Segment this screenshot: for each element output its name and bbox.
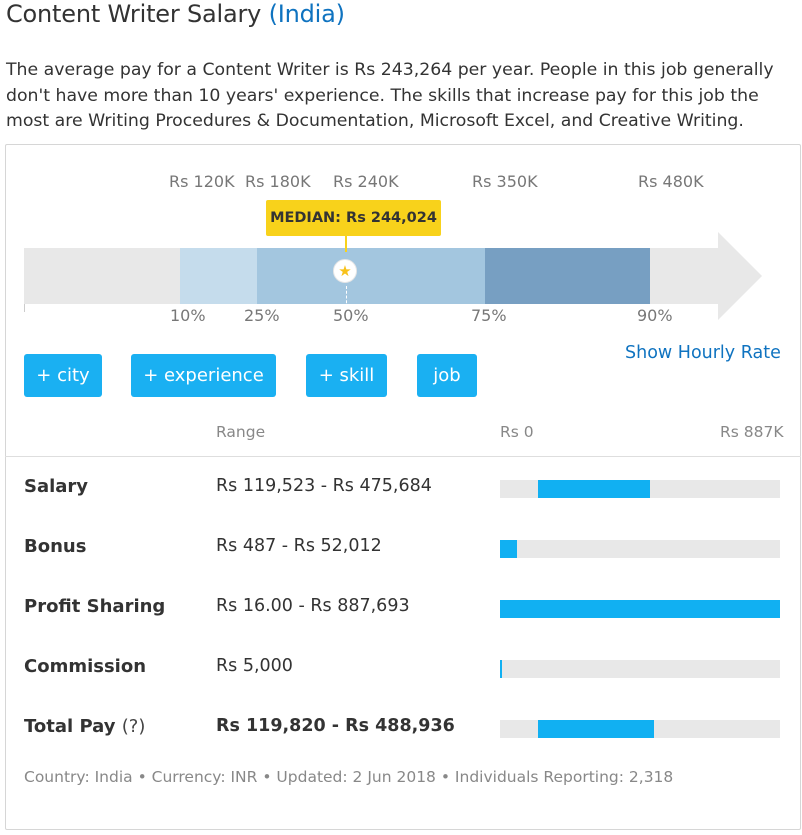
row-label-profit-sharing: Profit Sharing xyxy=(24,596,166,617)
add-experience-button[interactable]: + experience xyxy=(131,354,276,397)
row-bar-fill-salary xyxy=(537,480,651,498)
page-title: Content Writer Salary (India) xyxy=(6,0,345,28)
intro-text: The average pay for a Content Writer is … xyxy=(6,60,774,131)
total-pay-label: Total Pay xyxy=(24,716,116,737)
row-label-bonus: Bonus xyxy=(24,536,87,557)
scale-start-cap xyxy=(24,304,25,312)
tick-label: Rs 120K xyxy=(169,172,235,191)
help-link[interactable]: (?) xyxy=(121,716,146,737)
distribution-arrow xyxy=(718,232,762,320)
row-bar-track xyxy=(500,540,780,558)
page-title-text: Content Writer Salary xyxy=(6,0,262,28)
percentile-10-25-segment xyxy=(180,248,257,304)
tick-label: Rs 240K xyxy=(333,172,399,191)
row-bar-fill-bonus xyxy=(500,540,517,558)
tick-label: Rs 180K xyxy=(245,172,311,191)
location-link[interactable]: (India) xyxy=(268,0,345,28)
row-bar-track xyxy=(500,720,780,738)
job-button[interactable]: job xyxy=(417,354,477,397)
add-city-button[interactable]: + city xyxy=(24,354,102,397)
median-line xyxy=(346,286,347,308)
percentile-50-75-segment xyxy=(346,248,485,304)
percentile-label: 75% xyxy=(471,306,507,325)
row-range-total-pay: Rs 119,820 - Rs 488,936 xyxy=(216,716,455,736)
scale-max-label: Rs 887K xyxy=(720,423,784,441)
percentile-label: 10% xyxy=(170,306,206,325)
percentile-label: 25% xyxy=(244,306,280,325)
row-bar-track xyxy=(500,660,780,678)
row-label-salary: Salary xyxy=(24,476,89,497)
row-range-salary: Rs 119,523 - Rs 475,684 xyxy=(216,476,432,496)
row-bar-fill-commission xyxy=(500,660,502,678)
tick-label: Rs 350K xyxy=(472,172,538,191)
table-divider xyxy=(5,456,801,457)
percentile-label: 50% xyxy=(333,306,369,325)
add-skill-button[interactable]: + skill xyxy=(306,354,387,397)
range-column-header: Range xyxy=(216,423,266,441)
percentile-label: 90% xyxy=(637,306,673,325)
tick-label: Rs 480K xyxy=(638,172,704,191)
star-icon: ★ xyxy=(333,259,357,283)
median-badge: MEDIAN: Rs 244,024 xyxy=(266,200,441,236)
row-bar-fill-profit-sharing xyxy=(500,600,780,618)
row-bar-track xyxy=(500,600,780,618)
percentile-75-90-segment xyxy=(485,248,650,304)
scale-min-label: Rs 0 xyxy=(500,423,534,441)
row-bar-fill-total-pay xyxy=(537,720,655,738)
percentile-25-50-segment xyxy=(257,248,346,304)
row-range-commission: Rs 5,000 xyxy=(216,656,293,676)
row-label-commission: Commission xyxy=(24,656,147,677)
row-range-bonus: Rs 487 - Rs 52,012 xyxy=(216,536,382,556)
footer-meta: Country: India • Currency: INR • Updated… xyxy=(24,768,674,786)
row-label-total-pay: Total Pay (?) xyxy=(24,716,145,737)
row-bar-track xyxy=(500,480,780,498)
row-range-profit-sharing: Rs 16.00 - Rs 887,693 xyxy=(216,596,410,616)
median-pointer xyxy=(345,236,347,252)
show-hourly-rate-link[interactable]: Show Hourly Rate xyxy=(625,343,781,363)
